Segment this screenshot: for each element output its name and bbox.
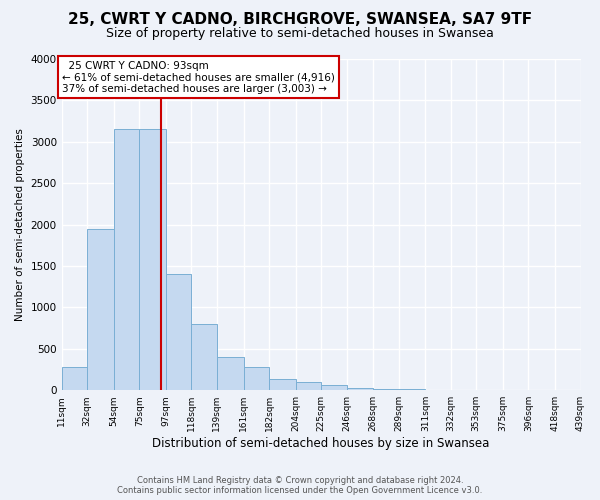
Bar xyxy=(217,357,244,390)
Bar xyxy=(87,228,114,390)
Bar xyxy=(139,130,166,390)
Bar xyxy=(244,367,269,390)
Bar xyxy=(269,380,296,390)
Bar xyxy=(296,382,321,390)
Text: 25 CWRT Y CADNO: 93sqm  
← 61% of semi-detached houses are smaller (4,916)
37% o: 25 CWRT Y CADNO: 93sqm ← 61% of semi-det… xyxy=(62,60,335,94)
X-axis label: Distribution of semi-detached houses by size in Swansea: Distribution of semi-detached houses by … xyxy=(152,437,490,450)
Bar xyxy=(62,367,87,390)
Text: Contains HM Land Registry data © Crown copyright and database right 2024.
Contai: Contains HM Land Registry data © Crown c… xyxy=(118,476,482,495)
Bar xyxy=(373,388,398,390)
Y-axis label: Number of semi-detached properties: Number of semi-detached properties xyxy=(15,128,25,321)
Bar xyxy=(321,385,347,390)
Text: 25, CWRT Y CADNO, BIRCHGROVE, SWANSEA, SA7 9TF: 25, CWRT Y CADNO, BIRCHGROVE, SWANSEA, S… xyxy=(68,12,532,28)
Bar xyxy=(191,324,217,390)
Text: Size of property relative to semi-detached houses in Swansea: Size of property relative to semi-detach… xyxy=(106,28,494,40)
Bar xyxy=(114,130,139,390)
Bar xyxy=(347,388,373,390)
Bar xyxy=(166,274,191,390)
